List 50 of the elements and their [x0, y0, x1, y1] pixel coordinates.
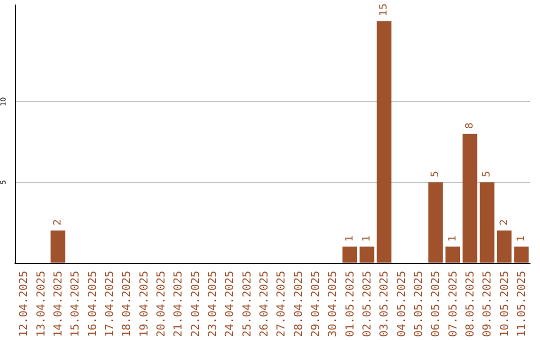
data-label: 8	[464, 122, 476, 129]
x-tick-label: 13.04.2025	[34, 270, 48, 338]
x-tick-label: 20.04.2025	[154, 270, 168, 338]
x-tick-label: 23.04.2025	[206, 270, 219, 338]
data-label: 2	[498, 219, 510, 226]
bar	[462, 134, 478, 263]
x-tick-label: 02.05.2025	[360, 270, 374, 338]
data-label: 15	[378, 3, 390, 16]
bar	[496, 230, 512, 263]
bar	[360, 246, 374, 263]
bar	[445, 246, 460, 263]
x-tick-label: 09.05.2025	[480, 270, 494, 338]
x-tick-label: 06.05.2025	[429, 270, 442, 338]
data-label: 5	[430, 170, 442, 178]
x-tick-label: 17.04.2025	[102, 270, 116, 338]
bar	[50, 230, 66, 263]
x-tick-label: 29.04.2025	[308, 270, 322, 338]
bar	[376, 21, 392, 263]
x-tick-label: 03.05.2025	[378, 270, 391, 338]
bar	[480, 182, 494, 263]
x-tick-label: 27.04.2025	[274, 270, 288, 338]
x-tick-label: 14.04.2025	[51, 270, 64, 338]
x-tick-label: 01.05.2025	[343, 270, 356, 338]
data-label: 1	[447, 235, 458, 242]
x-tick-label: 24.04.2025	[223, 270, 236, 338]
x-tick-label: 07.05.2025	[446, 270, 460, 338]
bar	[428, 182, 443, 263]
x-tick-label: 28.04.2025	[292, 270, 305, 338]
x-tick-label: 26.04.2025	[257, 270, 270, 338]
x-tick-label: 08.05.2025	[463, 270, 476, 338]
data-label: 1	[516, 235, 527, 242]
x-tick-label: 05.05.2025	[412, 270, 425, 338]
x-tick-label: 12.04.2025	[17, 270, 30, 338]
x-tick-label: 15.04.2025	[68, 270, 82, 338]
x-tick-label: 21.04.2025	[172, 270, 185, 338]
x-tick-label: 19.04.2025	[137, 270, 150, 338]
x-tick-label: 10.05.2025	[498, 270, 511, 338]
bar	[342, 246, 358, 263]
x-tick-label: 25.04.2025	[240, 270, 254, 338]
data-label: 2	[52, 219, 64, 226]
bar	[514, 246, 529, 263]
x-tick-label: 18.04.2025	[120, 270, 134, 338]
x-tick-label: 22.04.2025	[188, 270, 202, 338]
data-label: 1	[344, 235, 356, 242]
x-tick-label: 11.05.2025	[514, 270, 528, 338]
data-label: 1	[361, 235, 372, 242]
x-tick-label: 30.04.2025	[326, 270, 340, 338]
x-tick-label: 16.04.2025	[86, 270, 99, 338]
data-label: 5	[482, 170, 493, 178]
x-tick-label: 04.05.2025	[394, 270, 408, 338]
